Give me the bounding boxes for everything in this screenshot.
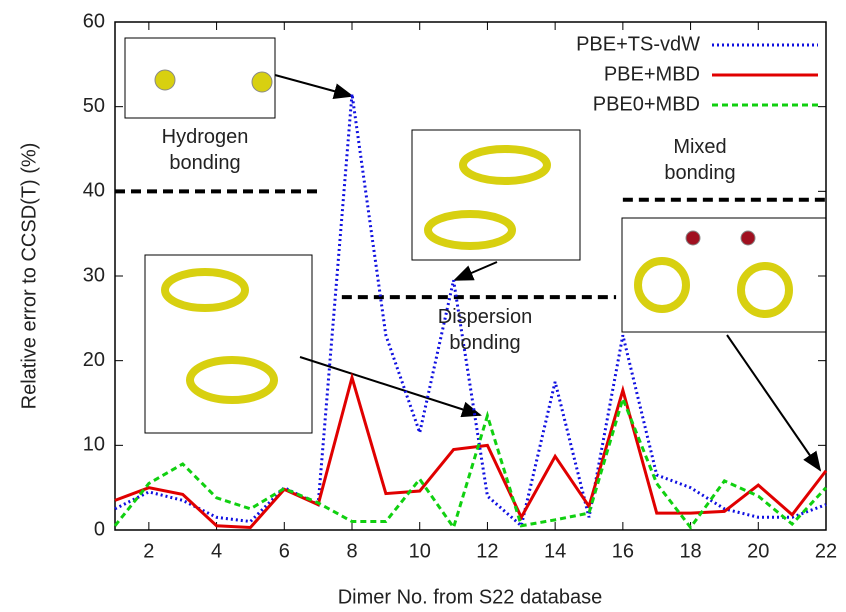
arrow xyxy=(275,75,352,96)
y-tick-label: 40 xyxy=(83,180,105,202)
atom xyxy=(252,72,272,92)
x-tick-label: 18 xyxy=(679,540,701,562)
x-tick-label: 20 xyxy=(747,540,769,562)
x-tick-label: 14 xyxy=(544,540,566,562)
annotation: Hydrogen bonding xyxy=(140,124,270,176)
x-tick-label: 6 xyxy=(279,540,290,562)
y-tick-label: 50 xyxy=(83,95,105,117)
x-tick-label: 12 xyxy=(476,540,498,562)
legend-label: PBE+MBD xyxy=(604,63,700,85)
chart-page: Dimer No. from S22 database Relative err… xyxy=(0,0,846,612)
y-tick-label: 10 xyxy=(83,434,105,456)
x-tick-label: 8 xyxy=(346,540,357,562)
arrow xyxy=(455,262,497,280)
legend-label: PBE+TS-vdW xyxy=(576,33,700,55)
atom xyxy=(155,70,175,90)
atom xyxy=(741,231,755,245)
atom xyxy=(686,231,700,245)
x-axis-label: Dimer No. from S22 database xyxy=(338,586,603,608)
y-tick-label: 20 xyxy=(83,349,105,371)
y-tick-label: 30 xyxy=(83,264,105,286)
arrow xyxy=(300,357,480,415)
annotation: Dispersion bonding xyxy=(420,304,550,356)
y-tick-label: 60 xyxy=(83,10,105,32)
inset-box xyxy=(622,218,826,332)
arrow xyxy=(727,335,820,470)
y-axis-label: Relative error to CCSD(T) (%) xyxy=(18,143,40,410)
y-tick-label: 0 xyxy=(94,518,105,540)
annotation: Mixed bonding xyxy=(635,134,765,186)
x-tick-label: 10 xyxy=(409,540,431,562)
x-tick-label: 16 xyxy=(612,540,634,562)
legend-label: PBE0+MBD xyxy=(593,93,700,115)
x-tick-label: 4 xyxy=(211,540,222,562)
x-tick-label: 22 xyxy=(815,540,837,562)
x-tick-label: 2 xyxy=(143,540,154,562)
molecule-insets xyxy=(125,38,826,433)
